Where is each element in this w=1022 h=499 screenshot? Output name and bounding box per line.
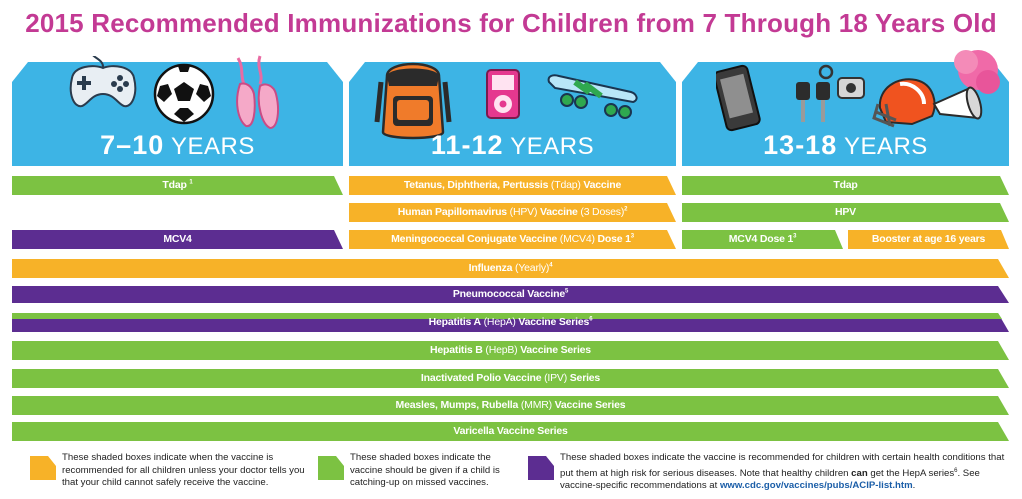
bar-label: Inactivated Polio Vaccine (IPV) Series: [420, 372, 601, 384]
bar-label: Measles, Mumps, Rubella (MMR) Vaccine Se…: [395, 399, 626, 411]
hpv-bar-11-12: Human Papillomavirus (HPV) Vaccine (3 Do…: [349, 203, 676, 222]
booster-bar-13-18: Booster at age 16 years: [848, 230, 1009, 249]
football-helmet-icon: [872, 78, 936, 128]
cell-phone-icon: [716, 64, 761, 132]
age-unit: YEARS: [843, 133, 928, 160]
age-label: 13-18 YEARS: [682, 130, 1009, 161]
bar-label: Pneumococcal Vaccine5: [452, 288, 569, 300]
ipv-bar: Inactivated Polio Vaccine (IPV) Series: [12, 369, 1009, 388]
bar-shape: [848, 230, 1009, 249]
bar-shape: [349, 176, 676, 195]
legend-text: These shaded boxes indicate when the vac…: [62, 452, 305, 488]
music-player-icon: [486, 69, 520, 119]
mcv4-bar-11-12: Meningococcal Conjugate Vaccine (MCV4) D…: [349, 230, 676, 249]
tdap-bar-7-10: Tdap 1: [12, 176, 343, 195]
age-panel-11-12: 11-12 YEARS: [349, 62, 676, 166]
bar-label: Varicella Vaccine Series: [453, 425, 568, 437]
hepb-bar: Hepatitis B (HepB) Vaccine Series: [12, 341, 1009, 360]
bar-shape: [349, 203, 676, 222]
bar-label: MCV4 Dose 13: [728, 233, 797, 245]
bar-shape: [682, 176, 1009, 195]
tdap-bar-11-12: Tetanus, Diphtheria, Pertussis (Tdap) Va…: [349, 176, 676, 195]
hpv-bar-13-18: HPV: [682, 203, 1009, 222]
varicella-bar: Varicella Vaccine Series: [12, 422, 1009, 441]
car-keys-icon: [796, 64, 865, 122]
mmr-bar: Measles, Mumps, Rubella (MMR) Vaccine Se…: [12, 396, 1009, 415]
age-unit: YEARS: [510, 133, 595, 160]
age-unit: YEARS: [170, 133, 255, 160]
bar-shape: [682, 230, 843, 249]
bar-label: Tdap 1: [162, 179, 193, 191]
bar-shape: [12, 369, 1009, 388]
game-controller-icon: [69, 56, 137, 108]
age-panel-13-18: 13-18 YEARS: [682, 50, 1009, 166]
purple-swatch-icon: [528, 456, 554, 480]
soccer-ball-icon: [153, 63, 215, 125]
bar-shape: [349, 230, 676, 249]
legend-text: These shaded boxes indicate the vaccine …: [560, 452, 1005, 492]
bar-shape: [12, 422, 1009, 441]
bar-shape: [12, 396, 1009, 415]
hepa-bar: Hepatitis A (HepA) Vaccine Series6: [12, 313, 1009, 332]
ballet-shoes-icon: [236, 55, 279, 130]
age-label: 11-12 YEARS: [349, 130, 676, 161]
bar-label: Human Papillomavirus (HPV) Vaccine (3 Do…: [397, 206, 628, 218]
bar-shape: [12, 176, 343, 195]
bar-label: MCV4: [163, 233, 192, 245]
bar-shape: [12, 259, 1009, 278]
bar-shape: [12, 341, 1009, 360]
age-label: 7–10 YEARS: [12, 130, 343, 161]
bar-label: Hepatitis B (HepB) Vaccine Series: [430, 344, 591, 356]
bar-label: Booster at age 16 years: [871, 233, 986, 245]
pneumococcal-bar: Pneumococcal Vaccine5: [12, 286, 1009, 303]
mcv4-bar-13-18: MCV4 Dose 13: [682, 230, 843, 249]
bar-label: Tdap: [833, 179, 858, 191]
page-title: 2015 Recommended Immunizations for Child…: [25, 8, 997, 38]
bar-label: HPV: [835, 206, 856, 218]
influenza-bar: Influenza (Yearly)4: [12, 259, 1009, 278]
acip-link[interactable]: www.cdc.gov/vaccines/pubs/ACIP-list.htm: [719, 480, 913, 492]
green-swatch-icon: [318, 456, 344, 480]
bar-label: Meningococcal Conjugate Vaccine (MCV4) D…: [391, 233, 634, 245]
age-range: 13-18: [763, 130, 838, 160]
backpack-icon: [374, 62, 452, 140]
bar-shape: [682, 203, 1009, 222]
legend-orange: These shaded boxes indicate when the vac…: [30, 452, 310, 494]
bar-shape: [12, 313, 1009, 332]
orange-swatch-icon: [30, 456, 56, 480]
age-panel-7-10: 7–10 YEARS: [12, 55, 343, 166]
skateboard-icon: [547, 74, 638, 119]
legend-text: These shaded boxes indicate the vaccine …: [350, 452, 500, 488]
megaphone-pompom-icon: [932, 50, 1000, 120]
bar-label: Influenza (Yearly)4: [468, 262, 553, 274]
tdap-bar-13-18: Tdap: [682, 176, 1009, 195]
age-range: 7–10: [100, 130, 165, 160]
legend-purple: These shaded boxes indicate the vaccine …: [528, 452, 1016, 494]
bar-label: Hepatitis A (HepA) Vaccine Series6: [428, 316, 593, 328]
bar-shape: [12, 286, 1009, 303]
bar-shape: [12, 230, 343, 249]
mcv4-bar-7-10: MCV4: [12, 230, 343, 249]
legend-green: These shaded boxes indicate the vaccine …: [318, 452, 518, 494]
age-range: 11-12: [430, 130, 504, 160]
bar-label: Tetanus, Diphtheria, Pertussis (Tdap) Va…: [403, 179, 622, 191]
